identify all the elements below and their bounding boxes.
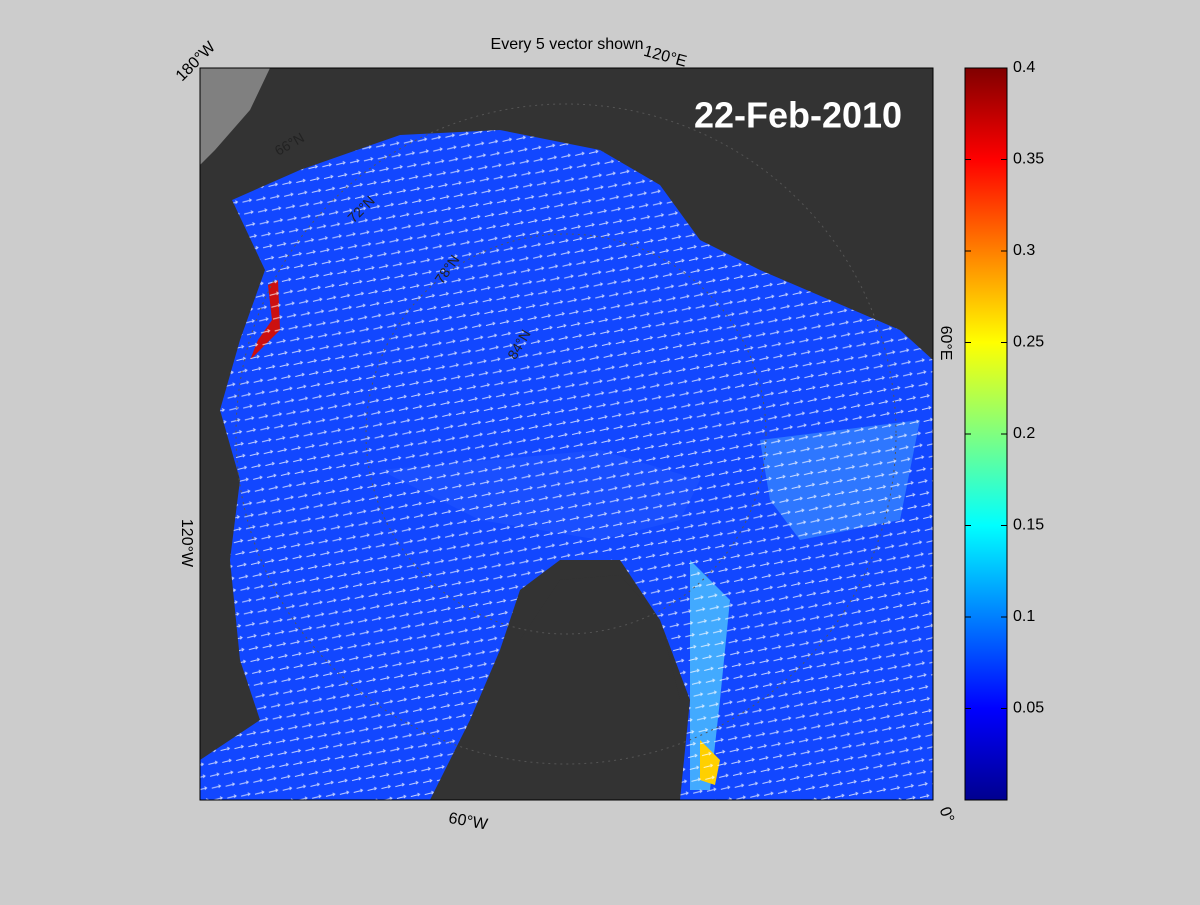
outside-region	[200, 68, 270, 165]
date-label: 22-Feb-2010	[694, 95, 902, 136]
colorbar-ticks: 0.05 0.1 0.15 0.2 0.25 0.3 0.35 0.4	[965, 59, 1044, 717]
colorbar-tick-label: 0.05	[1013, 700, 1044, 717]
colorbar-tick-label: 0.2	[1013, 425, 1035, 442]
colorbar-tick-label: 0.4	[1013, 59, 1035, 76]
greenland	[520, 575, 680, 800]
longitude-label: 60°W	[447, 810, 490, 834]
latitude-circle	[235, 103, 897, 765]
map-frame	[199, 67, 934, 801]
colorbar-tick-label: 0.35	[1013, 151, 1044, 168]
longitude-label: 120°E	[642, 43, 689, 71]
longitude-label: 60°E	[937, 326, 954, 361]
colorbar	[964, 67, 1008, 801]
longitude-label: 120°W	[178, 519, 195, 568]
colorbar-tick-label: 0.15	[1013, 517, 1044, 534]
map	[200, 68, 933, 800]
colorbar-tick-label: 0.3	[1013, 242, 1035, 259]
title: Every 5 vector shown	[491, 36, 644, 53]
colorbar-tick-label: 0.25	[1013, 334, 1044, 351]
longitude-label: 0°	[936, 805, 957, 825]
latitude-circle	[365, 233, 767, 635]
colorbar-tick-label: 0.1	[1013, 608, 1035, 625]
